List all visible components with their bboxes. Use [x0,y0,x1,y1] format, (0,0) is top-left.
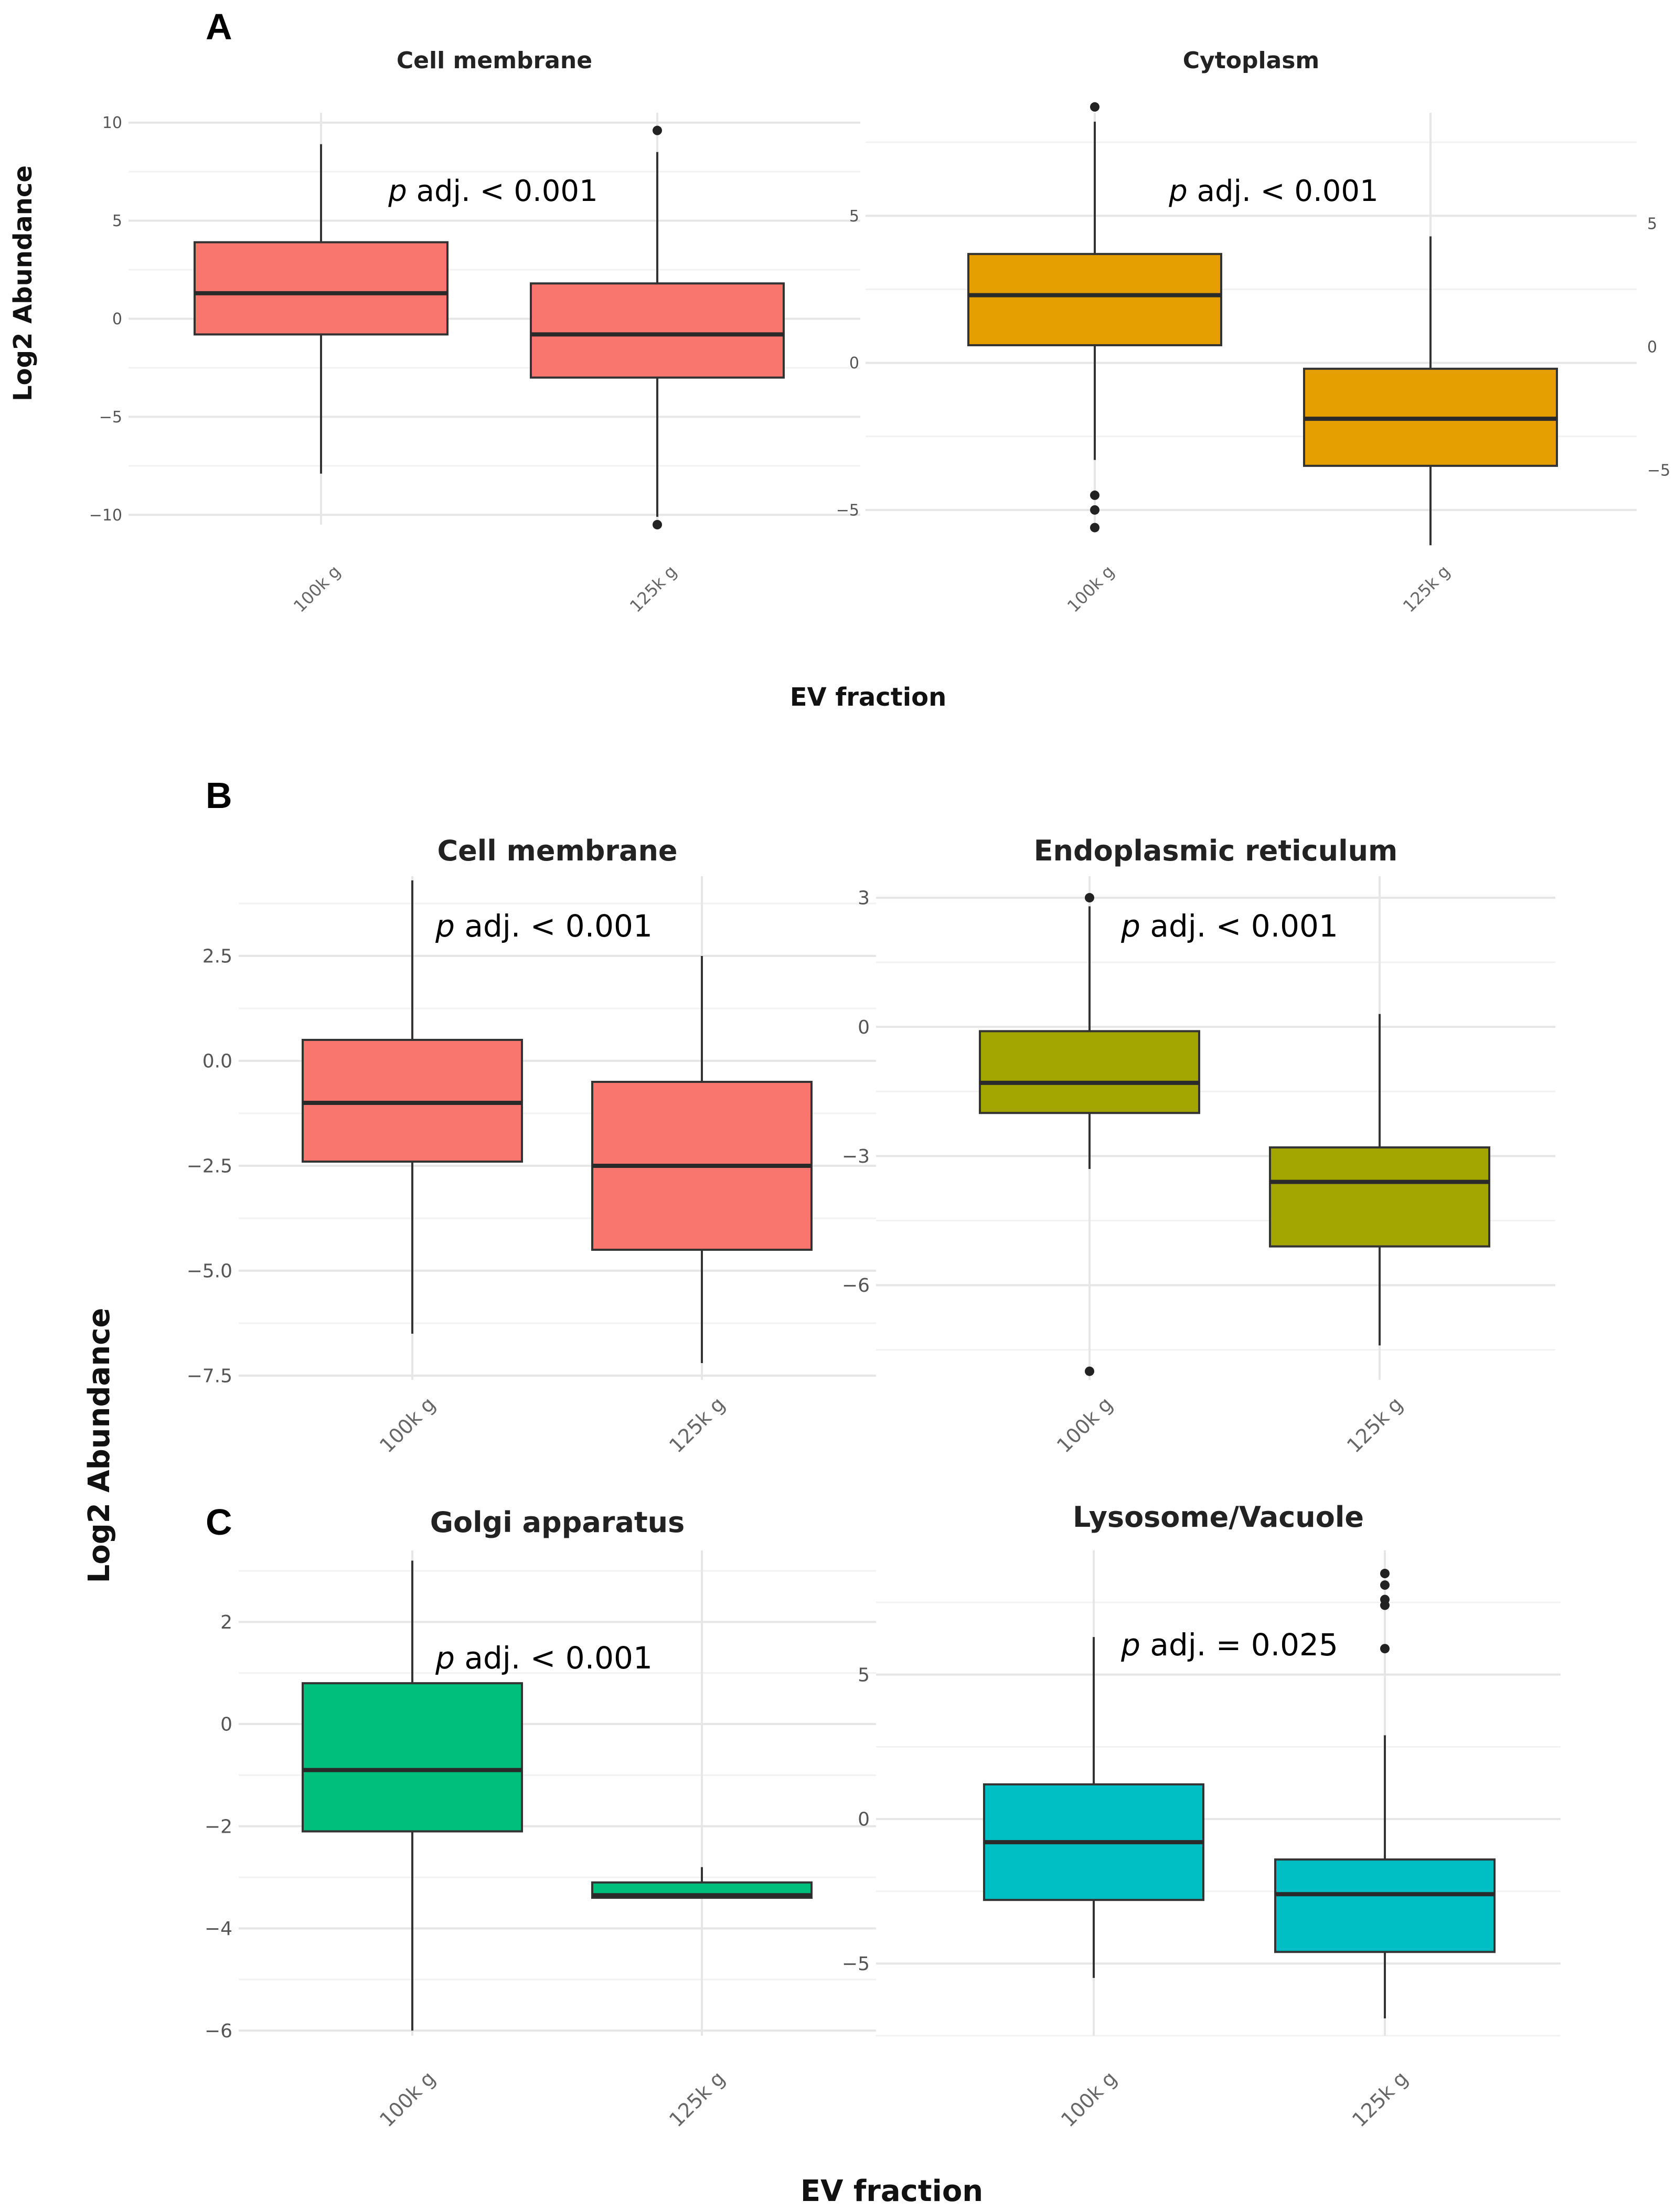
outlier-point [1085,893,1094,903]
y-tick-label: 0 [220,1714,232,1736]
y-tick-label: 5 [112,212,122,230]
box-iqr [1269,1146,1490,1248]
p-value-annotation: p adj. = 0.025 [1120,1627,1338,1663]
box-100k-g [302,880,523,1334]
box-125k-g [1269,1014,1490,1346]
outlier-point [1090,505,1099,515]
outlier-point [1380,1600,1390,1610]
y-tick-label-right: −5 [1647,462,1670,480]
p-value-annotation: p adj. < 0.001 [1168,174,1378,208]
y-tick-label: 5 [849,207,859,226]
chart-title: Cell membrane [437,834,677,867]
x-axis-label-a: EV fraction [790,683,947,712]
y-tick-label: −2.5 [187,1156,232,1177]
panel-letter-b: B [206,775,232,816]
y-tick-label: 10 [102,114,122,132]
p-value-annotation: p adj. < 0.001 [388,174,597,208]
y-tick-label: −5 [842,1953,870,1975]
outlier-point [1380,1644,1390,1654]
box-iqr [967,253,1222,346]
p-value-annotation: p adj. < 0.001 [435,908,653,944]
y-tick-label: −3 [842,1146,870,1167]
box-125k-g [591,1867,813,1899]
y-axis-label-bc: Log2 Abundance [82,1308,116,1583]
box-100k-g [979,893,1200,1376]
y-tick-label: 0.0 [202,1051,232,1072]
y-tick-label-right: 5 [1647,215,1657,233]
p-value-text: adj. < 0.001 [407,174,598,208]
y-tick-label: −5.0 [187,1261,232,1282]
p-value-text: adj. < 0.001 [1140,908,1338,944]
outlier-point [1085,1366,1094,1376]
y-tick-label: −2 [205,1816,232,1837]
box-100k-g [983,1637,1204,1978]
y-tick-label: 0 [858,1017,870,1038]
y-tick-label: −4 [205,1918,232,1940]
y-tick-label: 0 [858,1809,870,1831]
y-tick-label: 0 [112,310,122,328]
y-tick-label: −7.5 [187,1366,232,1387]
box-iqr [1274,1858,1496,1953]
box-125k-g [530,125,785,529]
y-tick-label: −10 [89,506,122,525]
chart-title: Endoplasmic reticulum [1034,834,1398,867]
box-iqr [979,1030,1200,1114]
chart-title: Cell membrane [397,47,592,74]
p-symbol: p [388,174,407,208]
outlier-point [1090,102,1099,112]
outlier-point [1090,490,1099,500]
panel-letter-c: C [206,1502,232,1543]
p-symbol: p [435,908,455,944]
outlier-point [1380,1580,1390,1590]
p-symbol: p [435,1640,455,1676]
chart-title: Cytoplasm [1183,47,1320,74]
p-value-annotation: p adj. < 0.001 [1120,908,1338,944]
box-100k-g [302,1560,523,2031]
y-tick-label: −6 [205,2020,232,2042]
y-tick-label: −6 [842,1275,870,1296]
box-iqr [302,1682,523,1833]
y-tick-label: 5 [858,1664,870,1686]
chart-title: Lysosome/Vacuole [1073,1501,1364,1534]
box-iqr [530,282,785,379]
y-tick-label: 3 [858,888,870,909]
y-tick-label: 2 [220,1612,232,1633]
box-100k-g [194,144,449,474]
box-100k-g [967,102,1222,533]
outlier-point [1380,1569,1390,1579]
p-value-text: adj. = 0.025 [1140,1627,1338,1663]
y-tick-label: 0 [849,354,859,373]
box-125k-g [1303,236,1558,546]
p-symbol: p [1120,1627,1140,1663]
box-125k-g [591,956,813,1363]
p-symbol: p [1120,908,1140,944]
x-axis-label-bc: EV fraction [800,2174,983,2208]
y-tick-label: −5 [99,408,122,427]
box-125k-g [1274,1569,1496,2018]
y-tick-label: 2.5 [202,946,232,967]
p-value-text: adj. < 0.001 [1188,174,1379,208]
box-iqr [194,241,449,336]
p-value-text: adj. < 0.001 [455,1640,653,1676]
p-value-annotation: p adj. < 0.001 [435,1640,653,1676]
chart-title: Golgi apparatus [430,1506,685,1539]
y-axis-label-a: Log2 Abundance [8,165,38,401]
p-value-text: adj. < 0.001 [455,908,653,944]
outlier-point [1090,523,1099,533]
outlier-point [653,125,662,135]
y-tick-label: −5 [836,501,859,519]
panel-letter-a: A [206,6,232,47]
p-symbol: p [1168,174,1188,208]
outlier-point [653,520,662,529]
y-tick-label-right: 0 [1647,338,1657,357]
